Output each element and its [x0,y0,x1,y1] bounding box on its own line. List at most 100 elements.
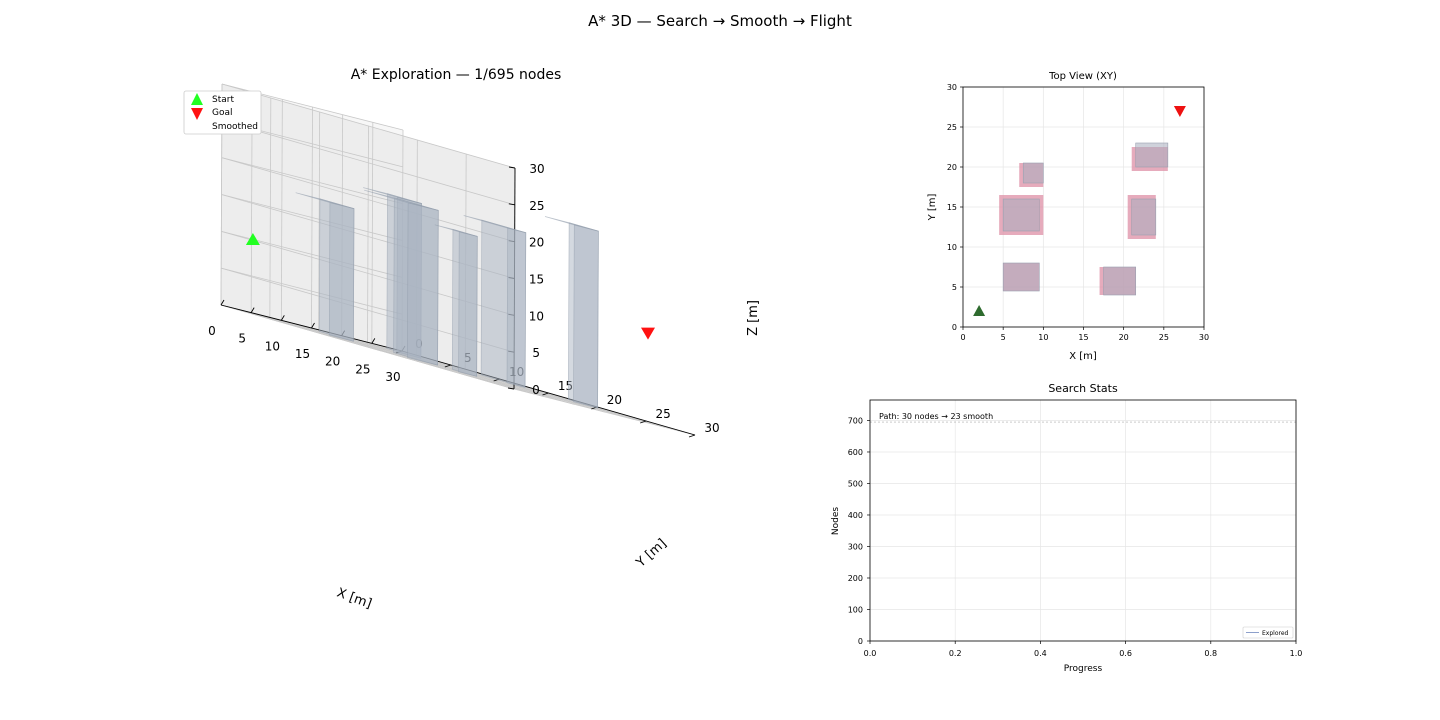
obstacle-side-face [407,202,439,366]
top-view-obstacle-actual [1022,162,1044,184]
stats-y-tick-label: 400 [848,511,863,520]
x-tick-label: 30 [385,370,400,384]
obstacle-top-face [364,189,439,211]
stats-y-tick-label: 600 [848,448,863,457]
scene-3d-ylabel: Y [m] [633,536,670,571]
stats-x-tick-label: 0.4 [1034,649,1047,658]
top-view-obstacle-actual [1002,262,1040,292]
stats-frame [869,399,1297,642]
stats-y-tick-label: 200 [848,574,863,583]
stats-x-tick-label: 0.0 [864,649,877,658]
scene-3d-legend: Start Goal Smoothed [183,90,262,135]
scene-3d-xlabel: X [m] [335,586,374,612]
top-view-obstacle-actual [1131,198,1157,236]
goal-marker [641,327,655,340]
obstacle-top-face [363,187,422,204]
top-view-y-tick-label: 20 [947,163,957,172]
y-tick [542,392,549,396]
figure-suptitle: A* 3D — Search → Smooth → Flight [588,12,852,30]
legend-smoothed-label: Smoothed [212,122,258,132]
z-tick-label: 15 [529,273,544,287]
stats-legend: Explored [1242,626,1294,639]
obstacle-box [295,192,355,342]
x-tick-label: 0 [208,324,216,338]
stats-title: Search Stats [1048,382,1118,395]
x-tick [250,307,255,313]
z-tick-label: 5 [532,346,540,360]
obstacle-box [364,189,439,366]
x-tick-label: 15 [295,347,310,361]
top-view-ylabel: Y [m] [927,193,938,221]
stats-ylabel: Nodes [831,507,841,535]
obstacle-side-face [328,202,355,342]
top-view-y-tick-label: 30 [947,83,957,92]
top-view-x-tick-label: 5 [1001,333,1006,342]
obstacle-box [434,224,478,377]
obstacle-top-face [295,192,355,209]
stats-x-tick-label: 1.0 [1290,649,1303,658]
search-stats-plot: Search Stats 0.0 0.2 0.4 0.6 0.8 1.0 0 100 200 30… [831,382,1302,674]
legend-start-label: Start [212,95,234,105]
stats-legend-label: Explored [1262,630,1289,637]
floor-gridline-y [465,374,647,422]
obstacle-top-face [544,216,599,232]
top-view-x-tick-label: 20 [1119,333,1129,342]
top-view-y-tick-label: 15 [947,203,957,212]
x-tick-label: 5 [238,332,246,346]
z-tick-label: 0 [532,383,540,397]
legend-start-marker [191,93,203,105]
top-view-x-tick-label: 25 [1159,333,1169,342]
z-tick-label: 30 [529,162,544,176]
x-tick [280,315,285,321]
legend-goal-label: Goal [212,108,233,118]
top-view-obstacle-actual [1103,266,1137,296]
stats-y-tick-label: 0 [858,637,863,646]
top-view-plot: Top View (XY) 00 5 5 10 10 15 15 20 20 25 25 30 30 X… [927,71,1209,362]
stats-y-tick-label: 500 [848,479,863,488]
stats-x-tick-label: 0.2 [949,649,962,658]
top-view-y-tick-label: 0 [952,323,957,332]
top-view-obstacle-actual [1135,142,1169,168]
x-tick-label: 25 [355,362,370,376]
top-view-xlabel: X [m] [1069,351,1097,362]
z-tick [507,387,515,390]
top-view-start-marker [973,305,986,316]
scene-3d-zlabel: Z [m] [746,300,761,336]
stats-x-tick-label: 0.6 [1119,649,1132,658]
start-marker [245,233,260,245]
y-tick-label: 25 [656,407,671,421]
obstacle-side-face [573,224,599,409]
back-wall-gridline-z [221,83,516,169]
stats-y-tick-label: 300 [848,542,863,551]
stats-x-tick-label: 0.8 [1204,649,1217,658]
x-tick-label: 20 [325,355,340,369]
stats-y-tick-label: 100 [848,605,863,614]
z-tick-label: 20 [529,236,544,250]
z-tick [508,203,515,206]
y-tick-label: 20 [607,393,622,407]
top-view-obstacle-actual [1002,198,1040,232]
top-view-y-tick-label: 10 [947,243,957,252]
stats-xlabel: Progress [1064,664,1103,674]
z-tick-label: 25 [529,199,544,213]
z-tick [508,166,516,169]
obstacle-box [544,216,599,409]
legend-goal-marker [191,108,203,120]
x-tick [220,299,225,306]
y-tick-label: 30 [704,421,719,435]
top-view-y-tick-label: 25 [947,123,957,132]
obstacle-top-face [463,215,526,234]
top-view-x-tick-label: 15 [1078,333,1088,342]
stats-annotation: Path: 30 nodes → 23 smooth [879,412,993,421]
obstacle-box [463,215,527,388]
top-view-x-tick-label: 0 [960,333,965,342]
top-view-x-tick-label: 10 [1038,333,1048,342]
y-tick [688,434,696,438]
x-tick [311,322,315,329]
scene-3d-title: A* Exploration — 1/695 nodes [351,67,562,83]
scene-3d-plot: A* Exploration — 1/695 nodes 00055510101… [183,67,761,612]
z-tick-label: 10 [529,309,544,323]
top-view-goal-marker [1173,106,1186,117]
stats-y-tick-label: 700 [848,416,863,425]
